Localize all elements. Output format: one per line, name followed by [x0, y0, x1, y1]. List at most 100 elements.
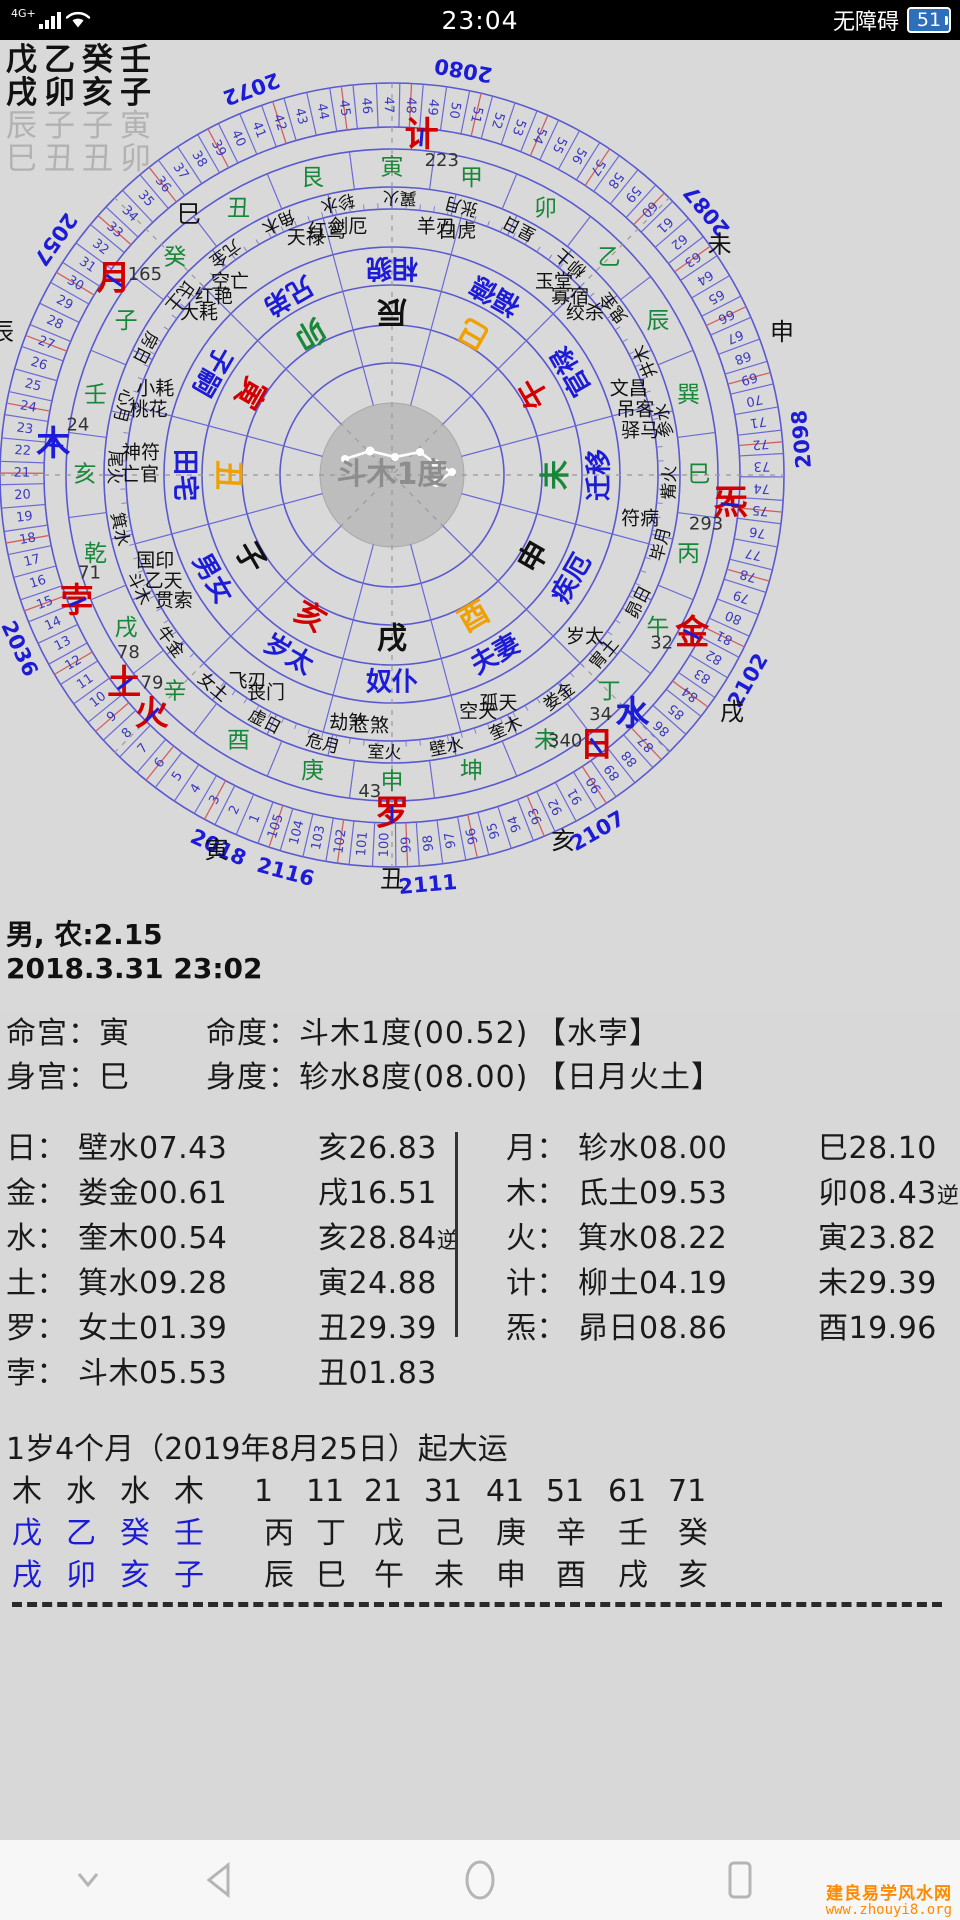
- outer-degree-number: 55: [549, 134, 570, 156]
- planet-name: 罗：: [6, 1311, 67, 1346]
- outer-degree-number: 102: [331, 828, 349, 855]
- watermark-url: www.zhouyi8.org: [825, 1902, 952, 1918]
- chart-direction-乾: 乾: [84, 541, 107, 567]
- planet-retrograde-flag: 逆: [936, 1184, 960, 1209]
- home-button[interactable]: [420, 1840, 540, 1920]
- chart-shensha-桃花: 桃花: [130, 398, 168, 420]
- outer-degree-number: 81: [714, 627, 735, 648]
- luck-stem: 己: [434, 1516, 464, 1551]
- pillar-hidden1-0: 辰: [6, 108, 37, 144]
- chart-year-2057: 2057: [29, 208, 82, 270]
- pillar-branch-2: 亥: [82, 75, 113, 111]
- outer-degree-number: 94: [505, 814, 525, 835]
- planet-row: 计： 柳土04.19 未29.39: [506, 1263, 946, 1308]
- chart-palace-迁移: 迁移: [585, 449, 615, 501]
- outer-degree-number: 21: [14, 466, 31, 481]
- chart-planet-value-罗: 43: [358, 781, 381, 802]
- planet-branch-position: 丑29.39: [318, 1311, 437, 1346]
- luck-branch: 午: [374, 1558, 404, 1593]
- outer-degree-number: 91: [565, 785, 586, 807]
- outer-degree-number: 9: [104, 709, 120, 726]
- chart-year-2098: 2098: [787, 409, 816, 469]
- pillar-hidden1-2: 子: [82, 108, 113, 144]
- planet-mansion-degree: 壁水07.43: [78, 1131, 228, 1166]
- recents-button[interactable]: [680, 1840, 800, 1920]
- outer-degree-number: 101: [354, 831, 371, 857]
- planet-name: 土：: [6, 1266, 67, 1301]
- chart-branch-戌: 戌: [377, 622, 407, 657]
- chart-shensha-亡官: 亡官: [121, 464, 159, 486]
- major-luck-title: 1岁4个月（2019年8月25日）起大运: [6, 1432, 508, 1467]
- shen-gong-label: 身宫：: [6, 1060, 99, 1095]
- chart-branch-寅: 寅: [227, 371, 272, 414]
- chart-palace-相貌: 相貌: [366, 253, 418, 283]
- luck-age: 61: [608, 1474, 647, 1509]
- ming-du-note: 【水孛】: [536, 1016, 660, 1051]
- luck-branch: 亥: [678, 1558, 708, 1593]
- natal-branch: 卯: [66, 1558, 96, 1593]
- luck-branch: 巳: [316, 1558, 346, 1593]
- planet-name: 火：: [506, 1221, 567, 1256]
- outer-degree-number: 47: [381, 97, 396, 114]
- outer-degree-number: 38: [188, 148, 209, 170]
- luck-branch: 未: [434, 1558, 464, 1593]
- chart-shensha-大耗: 大耗: [180, 302, 218, 324]
- chart-direction-丁: 丁: [598, 679, 621, 705]
- luck-age: 21: [364, 1474, 403, 1509]
- luck-age: 11: [306, 1474, 345, 1509]
- pillar-branch-0: 戌: [6, 75, 37, 111]
- battery-level: 51: [907, 7, 951, 33]
- system-navigation-bar[interactable]: 建良易学风水网 www.zhouyi8.org: [0, 1840, 960, 1920]
- outer-degree-number: 43: [291, 107, 310, 127]
- outer-degree-number: 25: [23, 376, 43, 395]
- pillar-branch-3: 子: [120, 75, 151, 111]
- chart-shensha-天禄: 天禄: [287, 227, 325, 249]
- pillar-hidden2-1: 丑: [44, 141, 75, 177]
- astrology-chart[interactable]: .rs{fill:none;stroke:#5a5ad0;stroke-widt…: [0, 40, 960, 1012]
- outer-degree-number: 18: [18, 530, 37, 548]
- back-triangle-icon: [206, 1861, 230, 1899]
- planet-name: 金：: [6, 1176, 67, 1211]
- chart-mansion-室火: 室火: [367, 742, 402, 763]
- pillar-stem-2: 癸: [82, 42, 113, 78]
- chart-direction-未: 未: [534, 727, 557, 753]
- outer-degree-number: 99: [399, 836, 415, 853]
- planet-position-table: 日： 壁水07.43 亥26.83 金： 娄金00.61 戌16.51 水： 奎木00.54 亥…: [0, 1128, 960, 1398]
- chart-planet-value-计: 223: [425, 150, 459, 171]
- outer-degree-number: 67: [725, 326, 746, 346]
- table-divider: [455, 1132, 458, 1337]
- outer-degree-number: 49: [424, 98, 441, 116]
- outer-degree-number: 69: [739, 369, 759, 388]
- natal-element: 木: [12, 1474, 42, 1509]
- chart-direction-壬: 壬: [84, 382, 107, 408]
- major-luck-section: 1岁4个月（2019年8月25日）起大运 木水水木戊乙癸壬戌卯亥子 1 11 21 31…: [0, 1428, 960, 1607]
- site-watermark: 建良易学风水网 www.zhouyi8.org: [825, 1886, 952, 1919]
- collapse-keyboard-button[interactable]: [28, 1840, 148, 1920]
- chart-direction-巳: 巳: [688, 462, 711, 488]
- chart-canvas[interactable]: .rs{fill:none;stroke:#5a5ad0;stroke-widt…: [0, 40, 960, 1012]
- chart-shensha-红艳: 红艳: [195, 285, 233, 307]
- back-button[interactable]: [160, 1840, 280, 1920]
- planet-row: 日： 壁水07.43 亥26.83: [6, 1128, 466, 1173]
- chart-direction-辛: 辛: [163, 679, 186, 705]
- birth-info: 男, 农:2.15 2018.3.31 23:02: [6, 918, 263, 986]
- chart-palace-奴仆: 奴仆: [365, 668, 418, 698]
- outer-degree-number: 80: [723, 607, 744, 627]
- chart-direction-乙: 乙: [598, 244, 621, 270]
- chart-shensha-丧门: 丧门: [247, 682, 285, 704]
- outer-degree-number: 76: [748, 523, 767, 540]
- chart-shensha-绞杀: 绞杀: [566, 302, 604, 324]
- outer-degree-number: 73: [753, 458, 770, 473]
- chart-shensha-神符: 神符: [122, 442, 160, 464]
- luck-branch: 戌: [618, 1558, 648, 1593]
- outer-degree-number: 78: [738, 566, 758, 585]
- planet-branch-position: 卯08.43: [818, 1176, 937, 1211]
- planet-mansion-degree: 女土01.39: [78, 1311, 228, 1346]
- outer-degree-number: 68: [733, 347, 753, 366]
- natal-branch: 子: [174, 1558, 204, 1593]
- planet-row: 月： 轸水08.00 巳28.10: [506, 1128, 946, 1173]
- outer-degree-number: 104: [287, 819, 308, 847]
- chart-planet-value-火: 79: [141, 673, 164, 694]
- shen-du-note: 【日月火土】: [536, 1060, 722, 1095]
- chart-outer-branch-寅: 寅: [205, 836, 229, 864]
